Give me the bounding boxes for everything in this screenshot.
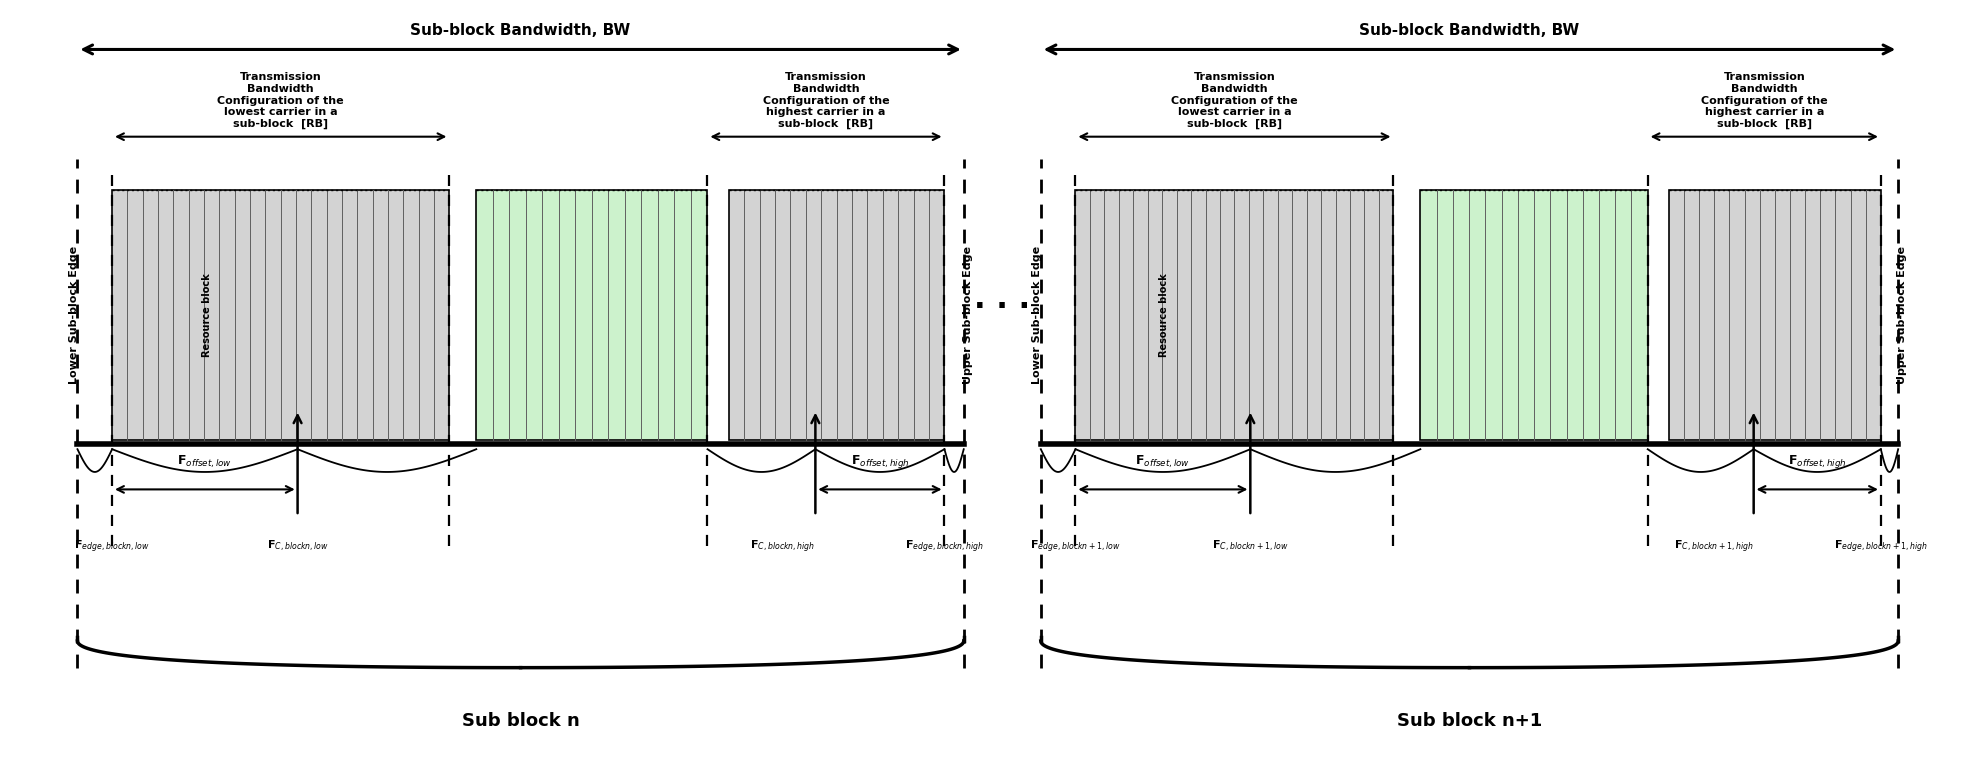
Text: F$_{edge,block n, low}$: F$_{edge,block n, low}$ [75, 539, 149, 555]
Bar [729, 190, 944, 440]
Text: F$_{offset, low}$: F$_{offset, low}$ [1136, 454, 1189, 471]
Bar [1669, 190, 1881, 440]
Text: Resource block: Resource block [202, 273, 212, 357]
Text: Lower Sub-block Edge: Lower Sub-block Edge [1032, 246, 1042, 384]
Text: Lower Sub-block Edge: Lower Sub-block Edge [69, 246, 79, 384]
Text: Resource block: Resource block [1160, 273, 1170, 357]
Text: F$_{offset,high}$: F$_{offset,high}$ [851, 454, 908, 471]
Text: Upper Sub-block Edge: Upper Sub-block Edge [1897, 246, 1907, 384]
Text: Transmission
Bandwidth
Configuration of the
lowest carrier in a
sub-block  [RB]: Transmission Bandwidth Configuration of … [218, 73, 344, 129]
Text: Upper Sub-block Edge: Upper Sub-block Edge [963, 246, 973, 384]
Text: F$_{C,block n+1,high}$: F$_{C,block n+1,high}$ [1673, 539, 1754, 555]
Text: F$_{edge,block n,high}$: F$_{edge,block n,high}$ [904, 539, 985, 555]
Text: F$_{C,block n,low}$: F$_{C,block n,low}$ [267, 539, 328, 554]
Text: Transmission
Bandwidth
Configuration of the
lowest carrier in a
sub-block  [RB]: Transmission Bandwidth Configuration of … [1172, 73, 1298, 129]
Bar [1075, 190, 1394, 440]
Bar [476, 190, 708, 440]
Text: Transmission
Bandwidth
Configuration of the
highest carrier in a
sub-block  [RB]: Transmission Bandwidth Configuration of … [1701, 73, 1828, 129]
Text: Sub-block Bandwidth, BW: Sub-block Bandwidth, BW [1359, 23, 1579, 38]
Text: F$_{C,block n,high}$: F$_{C,block n,high}$ [751, 539, 816, 555]
Text: F$_{offset,low}$: F$_{offset,low}$ [177, 454, 232, 471]
Text: Sub block n: Sub block n [462, 712, 580, 730]
Bar [112, 190, 450, 440]
Text: . . .: . . . [975, 286, 1030, 314]
Text: F$_{offset,high}$: F$_{offset,high}$ [1787, 454, 1846, 471]
Text: Sub-block Bandwidth, BW: Sub-block Bandwidth, BW [411, 23, 631, 38]
Text: Sub block n+1: Sub block n+1 [1398, 712, 1541, 730]
Text: F$_{C,block n+1,low}$: F$_{C,block n+1,low}$ [1213, 539, 1288, 554]
Text: F$_{edge,block n+1,high}$: F$_{edge,block n+1,high}$ [1834, 539, 1929, 555]
Bar [1419, 190, 1648, 440]
Text: Transmission
Bandwidth
Configuration of the
highest carrier in a
sub-block  [RB]: Transmission Bandwidth Configuration of … [763, 73, 889, 129]
Text: F$_{edge,block n+1, low}$: F$_{edge,block n+1, low}$ [1030, 539, 1121, 555]
